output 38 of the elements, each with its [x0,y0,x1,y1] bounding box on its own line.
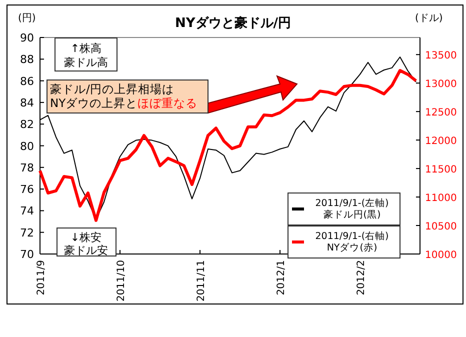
y2-tick-label: 11000 [425,193,457,204]
annotation: 豪ドル高 [64,56,108,69]
y-tick-label: 84 [20,96,34,110]
y2-tick-label: 12000 [425,136,457,148]
y2-tick-label: 12500 [425,108,457,119]
y-tick-label: 86 [20,74,34,88]
legend: 2011/9/1-(右軸) NYダウ(赤) [288,226,400,258]
x-tick-label: 2012/2 [356,260,367,296]
x-tick-label: 2011/11 [196,260,207,302]
annotation: NYダウの上昇と [50,96,138,110]
y2-tick-label: 13500 [425,50,457,62]
x-tick-label: 2011/9 [36,260,47,296]
annotation: 豪ドル/円の上昇相場は [50,82,174,96]
legend-label: 2011/9/1-(右軸) NYダウ(赤) [315,230,389,254]
legend-label: 2011/9/1-(左軸) 豪ドル円(黒) [315,197,389,220]
annotation: 豪ドル安 [64,244,108,257]
y-tick-label: 78 [20,161,34,174]
annotation: ↑株高 [70,42,102,55]
y-tick-label: 72 [20,226,34,240]
chart-title: NYダウと豪ドル/円 [174,15,292,31]
legend: 2011/9/1-(左軸) 豪ドル円(黒) [288,192,400,226]
y-tick-label: 88 [20,53,34,66]
annotation: ほぼ重なる [138,96,198,110]
annotation: ↓株安 [70,231,102,244]
y2-tick-label: 10500 [425,222,457,233]
y2-tick-label: 13000 [425,79,457,90]
y-tick-label: 70 [20,248,34,261]
x-tick-label: 2011/10 [116,260,127,302]
y-tick-label: 90 [20,32,34,44]
y-tick-label: 80 [20,140,34,153]
y2-tick-label: 10000 [425,250,457,261]
x-tick-label: 2012/1 [276,260,287,296]
y2-tick-label: 11500 [425,164,457,176]
y2-axis-title: (ドル) [415,13,443,24]
y-tick-label: 82 [20,118,34,132]
y-tick-label: 74 [20,204,34,218]
y-axis-title: (円) [18,13,36,24]
y-tick-label: 76 [20,183,34,196]
